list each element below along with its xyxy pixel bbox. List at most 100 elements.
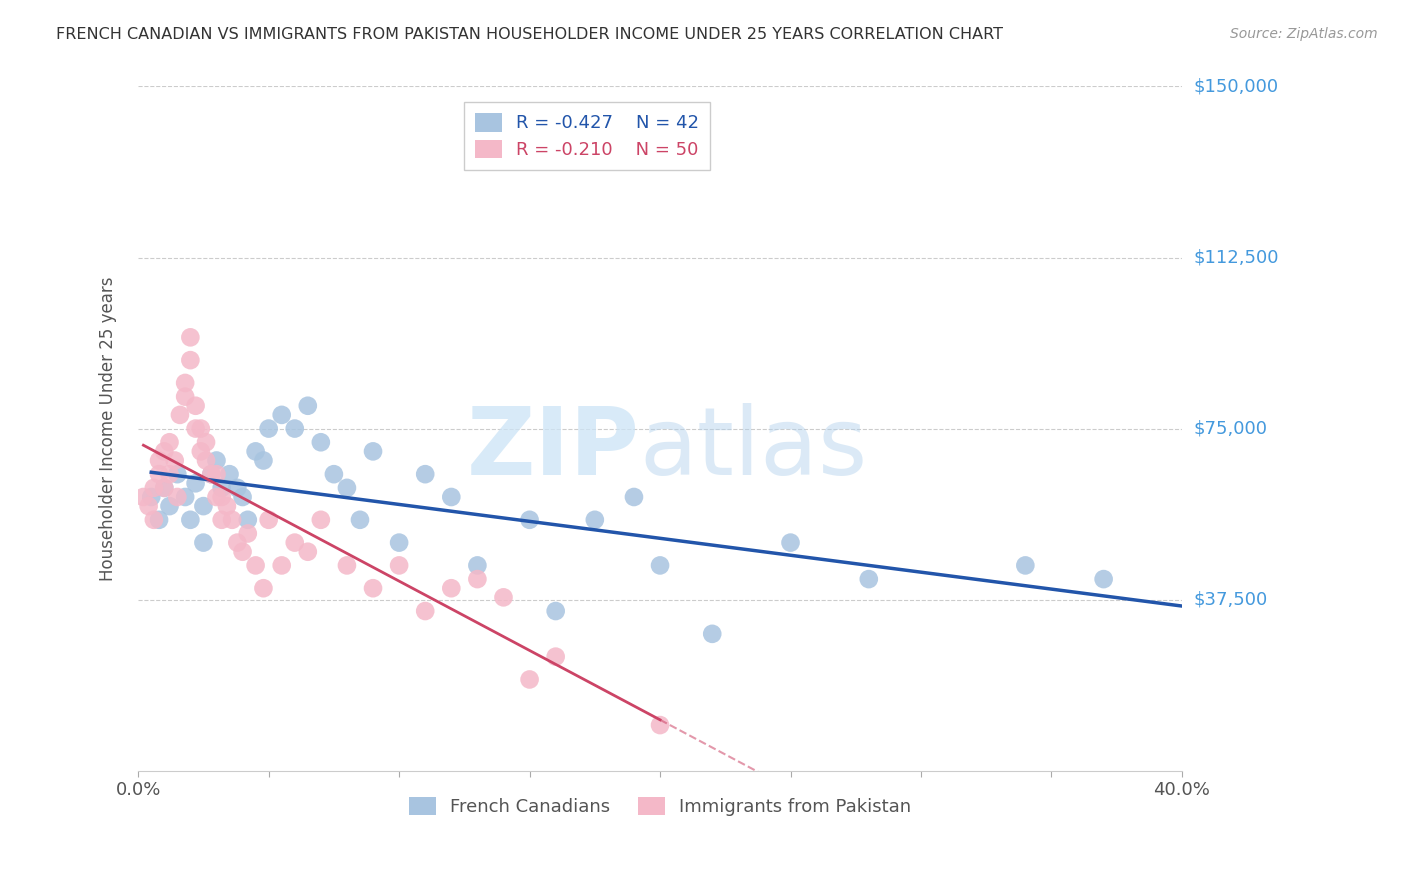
Point (148, 453, 170, 467)
Point (184, 421, 207, 435)
Point (413, 604, 436, 618)
Point (467, 558, 489, 573)
Point (284, 421, 307, 435)
Point (702, 627, 724, 641)
Point (215, 499, 238, 513)
Point (141, 490, 163, 504)
Point (623, 490, 645, 504)
Point (184, 399, 207, 413)
Point (245, 558, 267, 573)
Point (163, 453, 186, 467)
Point (211, 481, 233, 495)
Point (440, 490, 463, 504)
Text: $112,500: $112,500 (1194, 249, 1278, 267)
Point (169, 408, 191, 422)
Point (142, 513, 165, 527)
Point (211, 513, 233, 527)
Point (174, 376, 197, 390)
Point (270, 408, 292, 422)
Point (322, 467, 344, 482)
Point (519, 673, 541, 687)
Point (583, 513, 606, 527)
Point (148, 513, 170, 527)
Text: ZIP: ZIP (467, 403, 640, 495)
Point (648, 558, 671, 573)
Point (200, 467, 222, 482)
Point (252, 581, 274, 595)
Text: $150,000: $150,000 (1194, 78, 1278, 95)
Point (544, 604, 567, 618)
Y-axis label: Householder Income Under 25 years: Householder Income Under 25 years (100, 277, 117, 581)
Point (179, 513, 201, 527)
Point (195, 453, 218, 467)
Point (245, 444, 267, 458)
Point (544, 649, 567, 664)
Text: $75,000: $75,000 (1194, 419, 1267, 438)
Point (153, 481, 176, 495)
Point (297, 399, 319, 413)
Point (440, 581, 463, 595)
Point (236, 526, 259, 541)
Point (174, 490, 197, 504)
Point (361, 581, 384, 595)
Point (270, 558, 292, 573)
Point (648, 718, 671, 732)
Point (205, 467, 228, 482)
Text: FRENCH CANADIAN VS IMMIGRANTS FROM PAKISTAN HOUSEHOLDER INCOME UNDER 25 YEARS CO: FRENCH CANADIAN VS IMMIGRANTS FROM PAKIS… (56, 27, 1004, 42)
Point (226, 481, 249, 495)
Point (142, 481, 165, 495)
Point (361, 444, 384, 458)
Point (336, 481, 359, 495)
Point (221, 513, 243, 527)
Point (190, 444, 212, 458)
Point (492, 591, 515, 605)
Point (205, 453, 228, 467)
Point (174, 390, 197, 404)
Legend: French Canadians, Immigrants from Pakistan: French Canadians, Immigrants from Pakist… (402, 789, 918, 823)
Point (195, 435, 218, 450)
Point (1092, 572, 1115, 586)
Point (226, 535, 249, 549)
Point (211, 490, 233, 504)
Point (232, 545, 254, 559)
Point (858, 572, 880, 586)
Point (297, 545, 319, 559)
Point (257, 513, 280, 527)
Point (184, 476, 207, 491)
Point (388, 558, 411, 573)
Point (232, 490, 254, 504)
Point (153, 481, 176, 495)
Point (138, 499, 160, 513)
Point (257, 421, 280, 435)
Point (349, 513, 371, 527)
Text: atlas: atlas (640, 403, 868, 495)
Point (309, 435, 332, 450)
Point (519, 513, 541, 527)
Point (236, 513, 259, 527)
Point (159, 435, 181, 450)
Text: Source: ZipAtlas.com: Source: ZipAtlas.com (1230, 27, 1378, 41)
Point (166, 467, 188, 482)
Point (179, 353, 201, 368)
Point (166, 490, 188, 504)
Point (153, 444, 176, 458)
Point (218, 467, 240, 482)
Point (179, 330, 201, 344)
Point (205, 490, 228, 504)
Point (148, 467, 170, 482)
Point (193, 535, 215, 549)
Point (159, 467, 181, 482)
Point (284, 535, 307, 549)
Point (132, 490, 155, 504)
Point (336, 558, 359, 573)
Text: $37,500: $37,500 (1194, 591, 1267, 608)
Point (467, 572, 489, 586)
Point (193, 499, 215, 513)
Point (413, 467, 436, 482)
Point (200, 467, 222, 482)
Point (309, 513, 332, 527)
Point (159, 499, 181, 513)
Point (252, 453, 274, 467)
Point (779, 535, 801, 549)
Point (388, 535, 411, 549)
